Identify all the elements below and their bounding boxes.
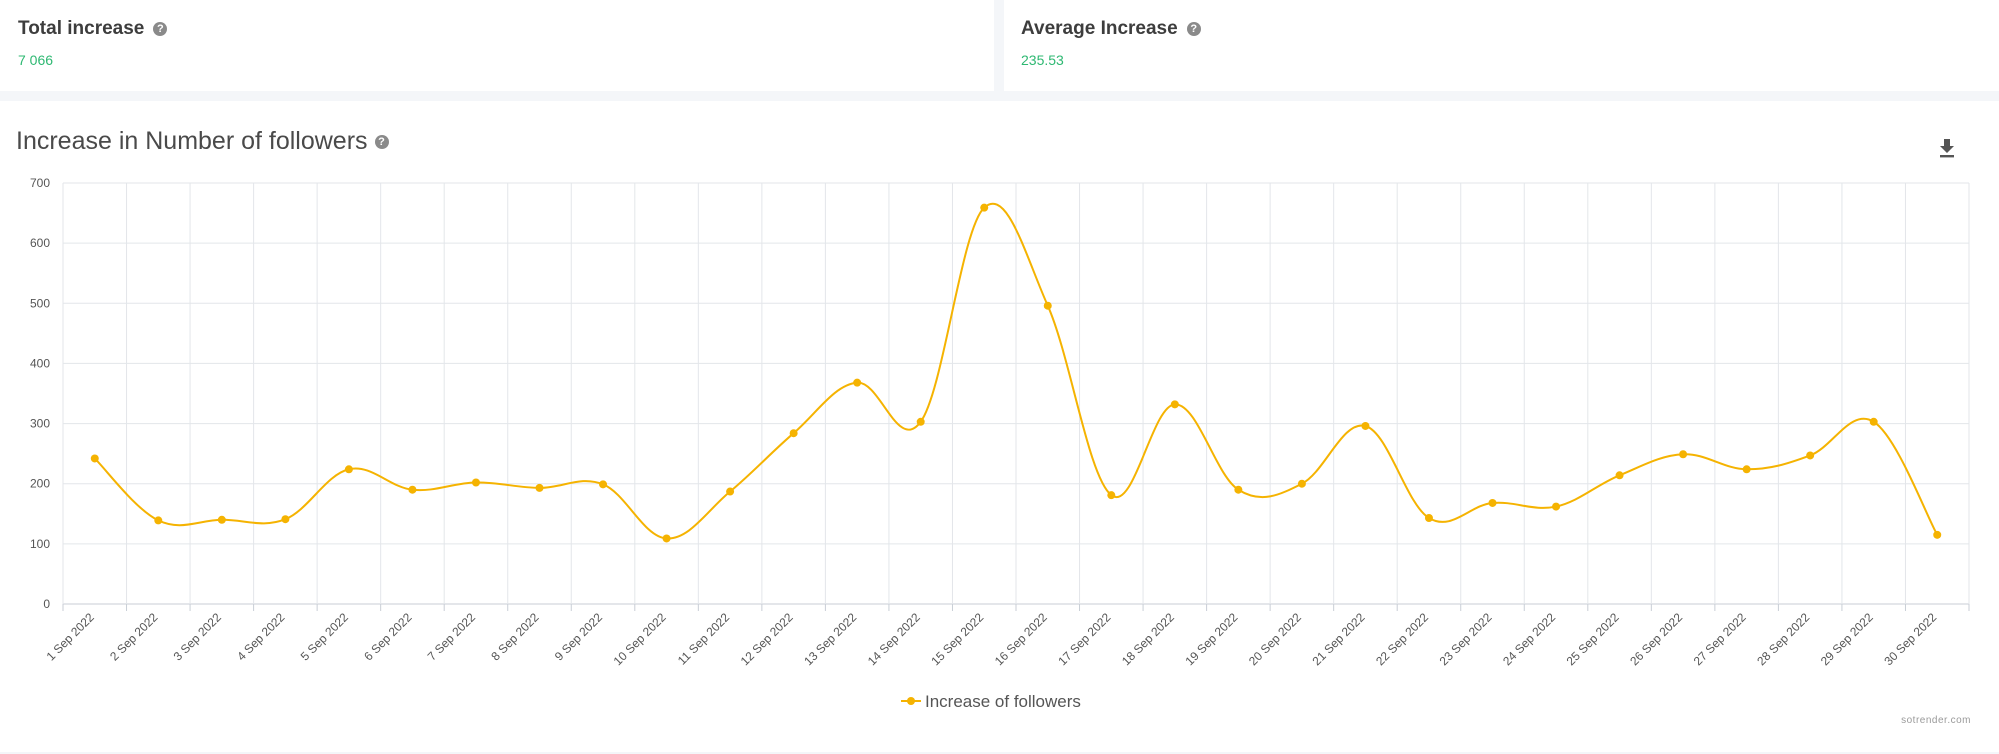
help-icon[interactable]: ?: [153, 22, 168, 36]
data-point: [1933, 530, 1942, 539]
x-tick-label: 11 Sep 2022: [675, 610, 733, 668]
total-increase-card: Total increase ? 7 066: [0, 0, 994, 91]
x-tick-label: 20 Sep 2022: [1246, 610, 1304, 668]
data-point: [1869, 417, 1878, 426]
x-tick-label: 6 Sep 2022: [361, 610, 415, 664]
x-tick-label: 8 Sep 2022: [488, 610, 542, 664]
y-tick-label: 600: [30, 236, 50, 250]
data-point: [1297, 479, 1306, 488]
watermark: sotrender.com: [1901, 715, 1971, 726]
data-point: [1552, 502, 1561, 511]
y-tick-label: 400: [30, 356, 50, 370]
help-icon[interactable]: ?: [374, 134, 389, 149]
download-icon: [1940, 139, 1954, 158]
x-tick-label: 19 Sep 2022: [1182, 610, 1240, 668]
x-tick-label: 9 Sep 2022: [552, 610, 606, 664]
download-button[interactable]: [1937, 137, 1957, 159]
x-tick-label: 21 Sep 2022: [1310, 610, 1368, 668]
x-tick-label: 26 Sep 2022: [1627, 610, 1685, 668]
data-point: [408, 485, 417, 494]
data-point: [662, 534, 671, 543]
x-tick-label: 22 Sep 2022: [1373, 610, 1431, 668]
x-tick-label: 1 Sep 2022: [44, 610, 98, 664]
data-point: [1043, 301, 1052, 310]
data-point: [344, 465, 353, 474]
x-tick-label: 28 Sep 2022: [1754, 610, 1812, 668]
x-tick-label: 24 Sep 2022: [1500, 610, 1558, 668]
x-tick-label: 4 Sep 2022: [234, 610, 288, 664]
total-increase-title: Total increase ?: [18, 18, 168, 40]
y-tick-label: 100: [30, 537, 50, 551]
x-tick-label: 29 Sep 2022: [1818, 610, 1876, 668]
y-tick-label: 700: [30, 176, 50, 190]
data-point: [1742, 465, 1751, 474]
data-point: [1806, 451, 1815, 460]
data-point: [1679, 450, 1688, 459]
x-tick-label: 5 Sep 2022: [298, 610, 352, 664]
data-point: [980, 203, 989, 212]
data-point: [1107, 491, 1116, 500]
total-increase-label: Total increase: [18, 18, 145, 39]
x-tick-label: 23 Sep 2022: [1437, 610, 1495, 668]
x-tick-label: 27 Sep 2022: [1691, 610, 1749, 668]
y-tick-label: 0: [43, 597, 50, 611]
data-point: [471, 478, 480, 487]
x-tick-label: 12 Sep 2022: [738, 610, 796, 668]
y-tick-label: 200: [30, 477, 50, 491]
legend-marker: [907, 697, 915, 705]
x-tick-label: 18 Sep 2022: [1119, 610, 1177, 668]
x-tick-label: 17 Sep 2022: [1055, 610, 1113, 668]
chart-title: Increase in Number of followers ?: [16, 127, 389, 156]
x-tick-label: 13 Sep 2022: [801, 610, 859, 668]
x-tick-label: 16 Sep 2022: [992, 610, 1050, 668]
data-point: [281, 515, 290, 524]
x-tick-label: 10 Sep 2022: [611, 610, 669, 668]
data-point: [1488, 498, 1497, 507]
average-increase-title: Average Increase ?: [1021, 18, 1201, 40]
legend-label: Increase of followers: [925, 692, 1081, 711]
x-tick-label: 25 Sep 2022: [1564, 610, 1622, 668]
data-point: [599, 480, 608, 489]
total-increase-value: 7 066: [18, 52, 54, 68]
help-icon[interactable]: ?: [1186, 22, 1201, 36]
average-increase-label: Average Increase: [1021, 18, 1178, 39]
data-point: [1361, 421, 1370, 430]
y-tick-label: 500: [30, 296, 50, 310]
average-increase-value: 235.53: [1021, 52, 1064, 68]
x-tick-label: 30 Sep 2022: [1881, 610, 1939, 668]
x-tick-label: 14 Sep 2022: [865, 610, 923, 668]
data-point: [90, 454, 99, 463]
data-point: [916, 417, 925, 426]
data-point: [1234, 485, 1243, 494]
data-point: [853, 378, 862, 387]
data-point: [154, 516, 163, 525]
data-point: [1424, 513, 1433, 522]
line-chart: 0 100 200 300 400 500 600 700 1 Sep 2022 2 Sep 20…: [30, 176, 1970, 711]
data-point: [726, 487, 735, 496]
data-point: [1615, 471, 1624, 480]
data-point: [535, 483, 544, 492]
x-tick-label: 3 Sep 2022: [171, 610, 225, 664]
data-point: [217, 515, 226, 524]
average-increase-card: Average Increase ? 235.53: [1004, 0, 1999, 91]
data-point: [1170, 400, 1179, 409]
x-tick-label: 7 Sep 2022: [425, 610, 479, 664]
y-tick-label: 300: [30, 417, 50, 431]
x-tick-label: 2 Sep 2022: [107, 610, 161, 664]
x-tick-label: 15 Sep 2022: [928, 610, 986, 668]
chart-card: 0 100 200 300 400 500 600 700 1 Sep 2022 2 Sep 20…: [0, 101, 1999, 752]
data-point: [789, 429, 798, 438]
chart-title-text: Increase in Number of followers: [16, 127, 368, 155]
